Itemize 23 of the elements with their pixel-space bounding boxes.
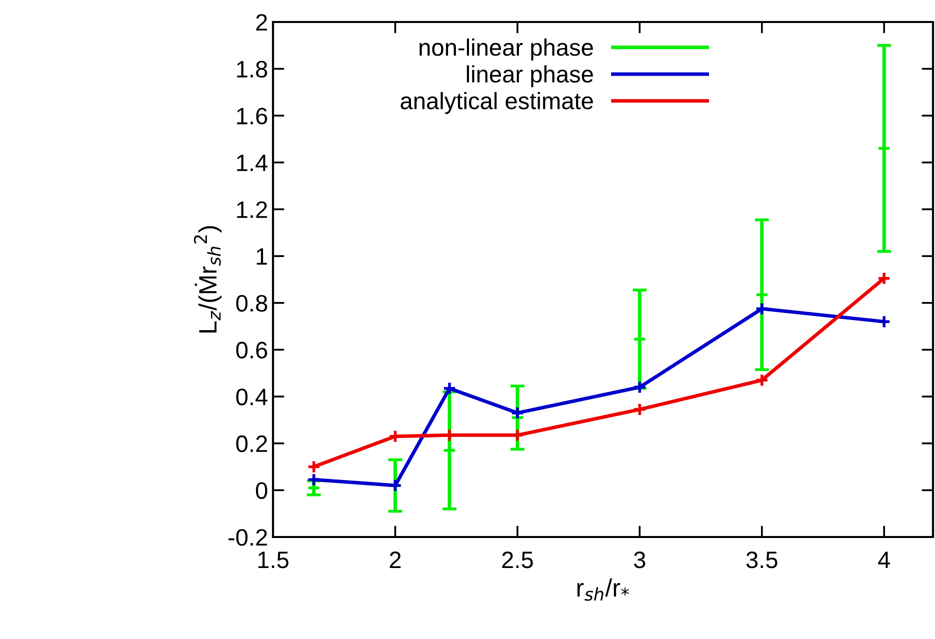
y-tick-label: 1.2 — [237, 201, 267, 218]
y-tick-label: 1.4 — [237, 154, 268, 172]
y-tick-label: 0 — [256, 482, 268, 499]
y-tick-label: 2 — [256, 14, 267, 31]
x-axis-title: r$_{sh}$/r$_{*}$ — [577, 578, 629, 601]
y-tick-label: 0.6 — [236, 342, 268, 359]
legend-label: non-linear phase — [420, 38, 593, 61]
x-tick-label: 4 — [878, 552, 890, 568]
y-tick-label: 0.4 — [236, 388, 268, 406]
y-tick-label: -0.2 — [228, 529, 267, 546]
x-tick-label: 1.5 — [258, 552, 288, 568]
legend-label: analytical estimate — [400, 92, 593, 114]
y-tick-label: 0.2 — [236, 435, 267, 452]
legend-label: linear phase — [466, 65, 593, 88]
x-tick-label: 2 — [390, 552, 401, 568]
x-tick-label: 3 — [634, 552, 646, 568]
y-tick-label: 0.8 — [236, 294, 268, 312]
x-tick-label: 2.5 — [502, 552, 533, 568]
y-tick-label: 1.6 — [237, 108, 268, 124]
x-tick-label: 3.5 — [746, 552, 778, 568]
y-axis-title: L$_{z}$/(Ṁr$_{sh}$$^{2}$) — [194, 226, 222, 332]
y-tick-label: 1.8 — [237, 60, 268, 78]
y-tick-label: 1 — [256, 248, 267, 265]
